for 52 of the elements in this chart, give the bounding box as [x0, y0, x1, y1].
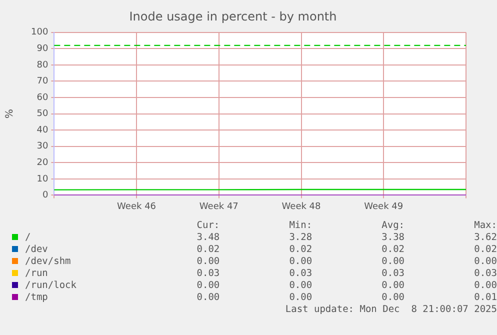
y-tick-label: 90	[36, 44, 48, 54]
legend-label: /dev/shm	[24, 256, 72, 268]
text: 0.03	[196, 268, 220, 280]
text: 0.01	[473, 292, 497, 304]
text: 0.00	[473, 280, 497, 292]
text: 3.38	[380, 232, 405, 244]
text: 0.02	[473, 244, 497, 256]
legend-label: /tmp	[24, 292, 49, 304]
text: 3.62	[473, 232, 497, 244]
legend-label: /run	[24, 268, 49, 280]
text: 0.00	[288, 256, 312, 268]
text: Max:	[473, 220, 497, 232]
y-tick-label: 20	[36, 158, 48, 168]
text: 0.03	[288, 268, 312, 280]
text: 0.00	[196, 256, 220, 268]
y-tick-label: 80	[36, 60, 48, 70]
y-tick-label: 100	[30, 28, 48, 38]
y-tick-label: 50	[36, 109, 48, 120]
legend-label: /	[24, 232, 32, 244]
text: 3.48	[196, 232, 220, 244]
legend-label: /dev	[24, 244, 49, 256]
text: Min:	[288, 220, 312, 232]
x-tick-label: Week 47	[199, 202, 238, 212]
legend-label: /run/lock	[24, 280, 78, 292]
y-tick-label: 70	[36, 76, 48, 87]
text: 0.00	[380, 280, 405, 292]
y-tick-label: 10	[36, 174, 48, 184]
text: 0.03	[380, 268, 405, 280]
x-tick-label: Week 46	[117, 202, 156, 212]
text: 3.28	[288, 232, 312, 244]
chart-title: Inode usage in percent - by month	[129, 9, 337, 24]
y-axis-title: %	[4, 109, 16, 119]
text: 0.00	[196, 292, 220, 304]
text: Avg:	[380, 220, 405, 232]
text: 0.02	[196, 244, 220, 256]
text: 0.00	[196, 280, 220, 292]
text: 0.00	[380, 292, 405, 304]
text: 0.03	[473, 268, 497, 280]
y-tick-label: 30	[36, 142, 48, 152]
text: 0.00	[288, 292, 312, 304]
text: 0.02	[288, 244, 312, 256]
text: 0.02	[380, 244, 405, 256]
text: 0.00	[473, 256, 497, 268]
x-tick-label: Week 49	[364, 202, 404, 212]
text: 0.00	[288, 280, 312, 292]
text: 0.00	[380, 256, 405, 268]
y-tick-label: 40	[36, 125, 48, 136]
y-tick-label: 0	[42, 190, 48, 201]
text: Cur:	[196, 220, 220, 232]
text: Last update: Mon Dec 8 21:00:07 2025	[284, 304, 497, 316]
x-tick-label: Week 48	[282, 202, 322, 212]
y-tick-label: 60	[36, 92, 48, 103]
